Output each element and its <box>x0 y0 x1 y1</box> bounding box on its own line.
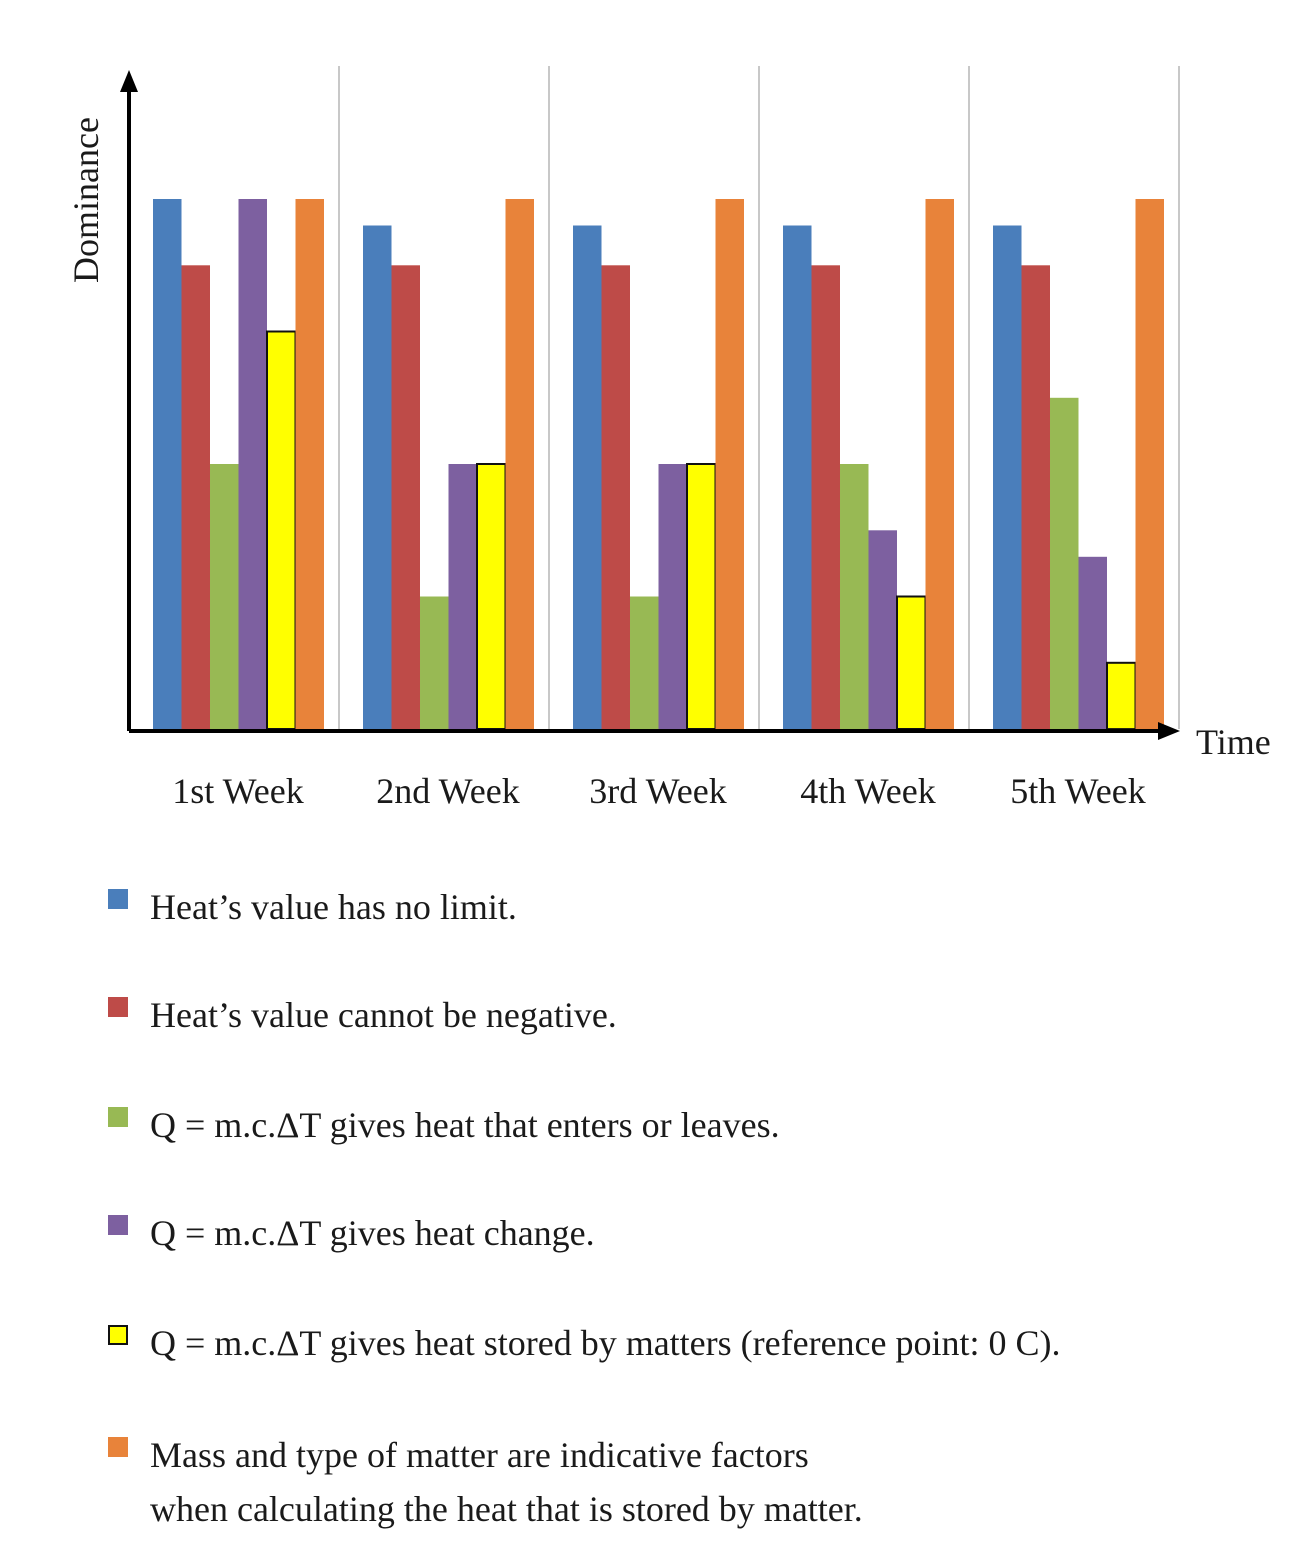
bar <box>1106 661 1137 731</box>
bar <box>153 199 182 729</box>
bar <box>1021 265 1050 730</box>
legend-item: Heat’s value has no limit. <box>108 880 517 934</box>
bar <box>266 330 297 730</box>
x-tick-label: 2nd Week <box>376 771 519 811</box>
bar <box>783 225 812 729</box>
y-axis-arrow <box>120 70 138 92</box>
bar <box>686 463 717 730</box>
bar <box>505 199 534 729</box>
legend-label: Heat’s value has no limit. <box>150 887 517 927</box>
legend-swatch <box>108 1325 128 1345</box>
bar <box>391 265 420 730</box>
x-axis-label: Time <box>1196 722 1271 762</box>
legend-swatch <box>108 1215 128 1235</box>
legend-item: Q = m.c.ΔT gives heat that enters or lea… <box>108 1098 780 1152</box>
legend-item: Heat’s value cannot be negative. <box>108 988 617 1042</box>
legend-label: Q = m.c.ΔT gives heat stored by matters … <box>150 1323 1061 1363</box>
bars-group <box>153 199 1164 731</box>
legend-swatch <box>108 1107 128 1127</box>
bar <box>601 265 630 730</box>
week-separators <box>338 66 1180 729</box>
bar <box>181 265 210 730</box>
bar <box>896 595 927 730</box>
bar <box>715 199 744 729</box>
bar <box>295 199 324 729</box>
x-tick-labels: 1st Week 2nd Week 3rd Week 4th Week 5th Week <box>172 771 1145 811</box>
bar <box>811 265 840 730</box>
bar <box>840 464 869 729</box>
bar <box>363 225 392 729</box>
legend-item: Mass and type of matter are indicative f… <box>108 1428 863 1536</box>
bar <box>868 530 897 730</box>
legend-label: Heat’s value cannot be negative. <box>150 995 617 1035</box>
bar <box>1078 556 1107 730</box>
legend-item: Q = m.c.ΔT gives heat stored by matters … <box>108 1316 1061 1370</box>
bar <box>573 225 602 729</box>
legend-label: Q = m.c.ΔT gives heat that enters or lea… <box>150 1105 780 1145</box>
bar <box>925 199 954 729</box>
legend-swatch <box>108 1437 128 1457</box>
legend-label: Q = m.c.ΔT gives heat change. <box>150 1213 595 1253</box>
legend-swatch <box>108 997 128 1017</box>
bar <box>630 596 659 729</box>
bar <box>1135 199 1164 729</box>
x-tick-label: 1st Week <box>172 771 303 811</box>
legend-label: Mass and type of matter are indicative f… <box>150 1435 863 1529</box>
bar <box>476 463 507 730</box>
x-tick-label: 5th Week <box>1010 771 1145 811</box>
bar <box>238 199 267 729</box>
legend-item: Q = m.c.ΔT gives heat change. <box>108 1206 595 1260</box>
legend-swatch <box>108 889 128 909</box>
bar-chart: Dominance Time 1st Week 2nd Week 3rd Week 4… <box>66 66 1271 811</box>
x-tick-label: 3rd Week <box>589 771 726 811</box>
x-axis-arrow <box>1158 722 1180 740</box>
bar <box>993 225 1022 729</box>
bar <box>210 464 239 729</box>
bar <box>420 596 449 729</box>
bar <box>1050 397 1079 730</box>
bar <box>448 464 477 729</box>
bar <box>658 464 687 729</box>
y-axis-label: Dominance <box>66 117 106 283</box>
x-tick-label: 4th Week <box>800 771 935 811</box>
